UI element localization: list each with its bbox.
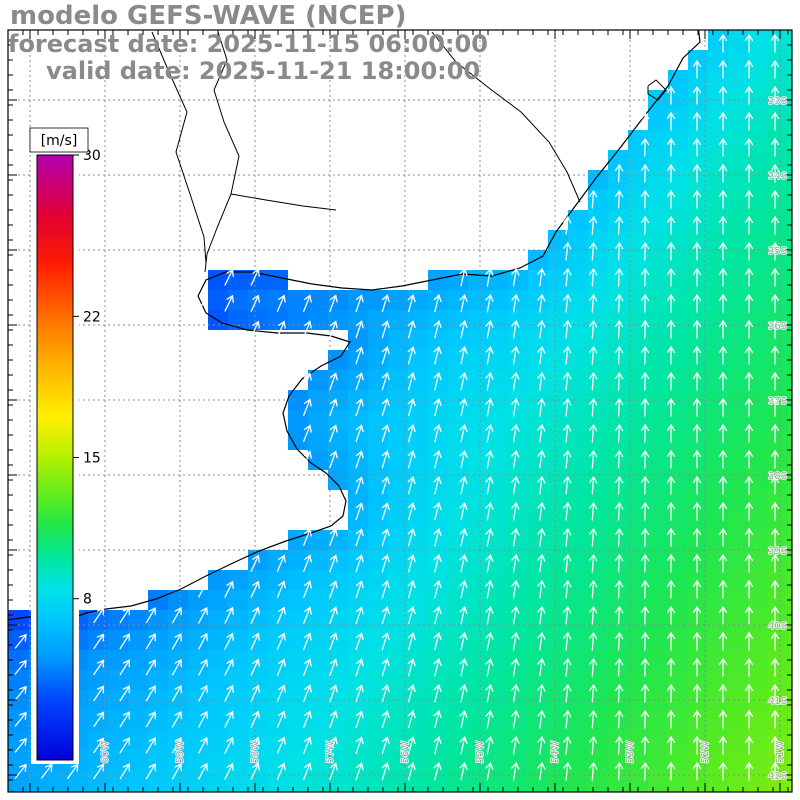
river-border-line xyxy=(647,79,667,101)
model-title: modelo GEFS-WAVE (NCEP) xyxy=(10,1,406,31)
colorbar-unit-label: [m/s] xyxy=(41,133,78,149)
colorbar-unit-box xyxy=(29,127,89,153)
forecast-date-line: forecast date: 2025-11-15 06:00:00 xyxy=(8,30,488,58)
longitude-label: 54W xyxy=(550,741,561,764)
longitude-label: 52W xyxy=(700,741,711,764)
graticule-labels: 33S 34S 35S 36S 37S 38S 39S 40S 41S 42S 60W 59W 58W 5… xyxy=(99,95,788,783)
colorbar-gradient xyxy=(36,154,74,761)
longitude-label: 56W xyxy=(400,741,411,764)
longitude-label: 51W xyxy=(775,741,786,764)
latitude-label: 34S xyxy=(768,171,787,182)
river-border-line xyxy=(230,193,337,211)
longitude-label: 57W xyxy=(325,741,336,764)
wind-arrows xyxy=(14,33,780,781)
latitude-label: 36S xyxy=(768,321,787,332)
latitude-label: 38S xyxy=(768,471,787,482)
longitude-label: 53W xyxy=(625,741,636,764)
colorbar-tick-label: 15 xyxy=(83,451,101,467)
latitude-label: 40S xyxy=(768,621,787,632)
latitude-label: 33S xyxy=(768,96,787,107)
latitude-label: 42S xyxy=(768,771,787,782)
longitude-label: 59W xyxy=(175,741,186,764)
latitude-label: 37S xyxy=(768,396,787,407)
longitude-label: 55W xyxy=(475,741,486,764)
colorbar-tick-label: 8 xyxy=(83,592,92,608)
map-frame xyxy=(7,29,793,793)
coastline xyxy=(8,30,701,621)
latitude-label: 35S xyxy=(768,246,787,257)
longitude-label: 60W xyxy=(100,741,111,764)
latitude-label: 39S xyxy=(768,546,787,557)
latlon-grid xyxy=(8,30,792,792)
header-titles: modelo GEFS-WAVE (NCEP) forecast date: 2… xyxy=(8,1,488,85)
longitude-label: 58W xyxy=(250,741,261,764)
river-border-line xyxy=(204,31,240,273)
latitude-label: 41S xyxy=(768,696,787,707)
river-border-line xyxy=(431,31,581,203)
coastline-path xyxy=(8,30,701,621)
colorbar-tick-label: 22 xyxy=(83,309,101,325)
valid-date-line: valid date: 2025-11-21 18:00:00 xyxy=(46,57,480,85)
river-border-line xyxy=(151,31,207,264)
